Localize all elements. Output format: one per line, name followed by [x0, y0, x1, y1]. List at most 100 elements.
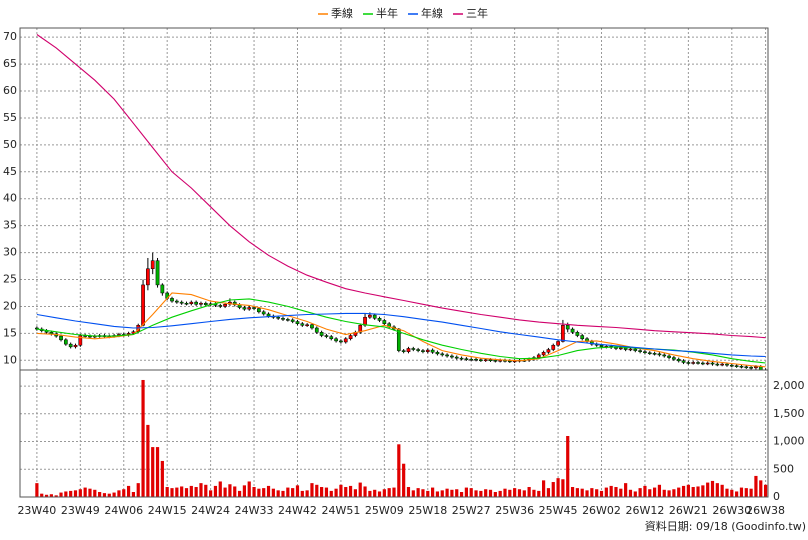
volume-bar [421, 489, 425, 497]
candle-body [450, 355, 454, 358]
y-tick-label: 15 [3, 326, 17, 339]
candle-body [749, 367, 753, 369]
y2-tick-label: 1,000 [773, 435, 805, 448]
y2-tick-label: 2,000 [773, 379, 805, 392]
candle-body [358, 325, 363, 333]
volume-bar [677, 487, 681, 497]
y-tick-label: 30 [3, 246, 17, 259]
candle-body [377, 318, 382, 321]
candle-body [469, 358, 474, 361]
x-tick-label: 25W36 [495, 504, 534, 517]
volume-bar [522, 490, 526, 497]
y-tick-label: 60 [3, 84, 17, 97]
volume-bar [151, 447, 155, 497]
volume-bar [213, 485, 218, 497]
volume-bar [686, 484, 690, 497]
volume-bar [725, 488, 729, 497]
candle-body [541, 351, 546, 356]
candle-body [454, 356, 459, 359]
volume-bar [445, 488, 449, 497]
candle-body [174, 300, 179, 303]
volume-bar [155, 447, 160, 497]
candle-body [493, 360, 498, 362]
volume-bar [411, 490, 415, 497]
volume-bar [469, 488, 473, 497]
candle-body [657, 353, 662, 356]
candle-body [691, 362, 696, 364]
candle-body [305, 324, 309, 327]
volume-bar [431, 487, 435, 497]
x-tick-label: 24W33 [235, 504, 274, 517]
volume-bar [628, 489, 633, 497]
candle-body [416, 349, 420, 351]
volume-bar [532, 489, 536, 497]
candle-body [160, 284, 165, 294]
candle-body [556, 341, 560, 346]
volume-bar [402, 463, 406, 497]
volume-bar [141, 379, 145, 497]
volume-bar [184, 488, 189, 497]
volume-bar [580, 488, 584, 497]
candle-body [189, 301, 194, 305]
candle-body [739, 365, 744, 368]
volume-bar [266, 485, 271, 497]
candle-body [565, 325, 570, 330]
volume-bar [754, 475, 758, 497]
y-tick-label: 50 [3, 138, 17, 151]
volume-bar [614, 487, 618, 497]
candle-body [676, 358, 681, 362]
volume-bar [107, 493, 111, 497]
volume-bar [633, 491, 637, 497]
volume-bar [49, 494, 53, 497]
volume-bar [759, 480, 763, 497]
volume-bar [662, 489, 666, 497]
x-tick-label: 25W27 [452, 504, 491, 517]
candle-body [575, 332, 580, 336]
candle-body [715, 363, 720, 366]
volume-bar [479, 490, 483, 497]
candle-body [628, 348, 633, 351]
volume-bar [262, 488, 266, 497]
volume-bar [175, 487, 179, 497]
volume-bar [223, 487, 227, 497]
candle-body [261, 311, 266, 315]
candle-body [141, 284, 145, 326]
x-tick-label: 25W45 [539, 504, 578, 517]
candle-body [614, 347, 618, 349]
volume-frame [19, 369, 769, 498]
candle-body [440, 353, 445, 356]
candle-body [652, 353, 657, 355]
candle-body [488, 359, 493, 362]
legend-label: 季線 [331, 6, 353, 20]
candle-body [257, 308, 261, 313]
volume-bar [426, 490, 430, 497]
volume-bar [706, 482, 710, 497]
volume-bar [358, 482, 362, 497]
candle-body [170, 298, 174, 302]
candle-body [720, 363, 725, 366]
x-tick-label: 24W42 [278, 504, 317, 517]
candle-body [223, 304, 227, 307]
candle-body [184, 302, 189, 305]
volume-bar [69, 490, 73, 497]
y-tick-label: 55 [3, 111, 17, 124]
volume-bar [735, 491, 739, 497]
volume-bar [474, 490, 478, 497]
volume-bar [228, 484, 232, 497]
legend-label: 三年 [466, 6, 488, 20]
y2-tick-label: 500 [773, 462, 794, 475]
x-tick-label: 24W06 [104, 504, 143, 517]
candle-body [425, 349, 430, 352]
volume-bar [556, 478, 560, 497]
volume-bar [344, 487, 348, 497]
candle-body [483, 359, 488, 362]
y-tick-label: 65 [3, 57, 17, 70]
candle-body [68, 343, 73, 348]
volume-bar [503, 488, 507, 497]
volume-bar [189, 485, 193, 497]
candle-body [672, 357, 676, 360]
volume-bar [276, 490, 280, 497]
volume-bar [744, 488, 748, 497]
volume-bar [117, 490, 121, 497]
candle-body [623, 347, 628, 350]
